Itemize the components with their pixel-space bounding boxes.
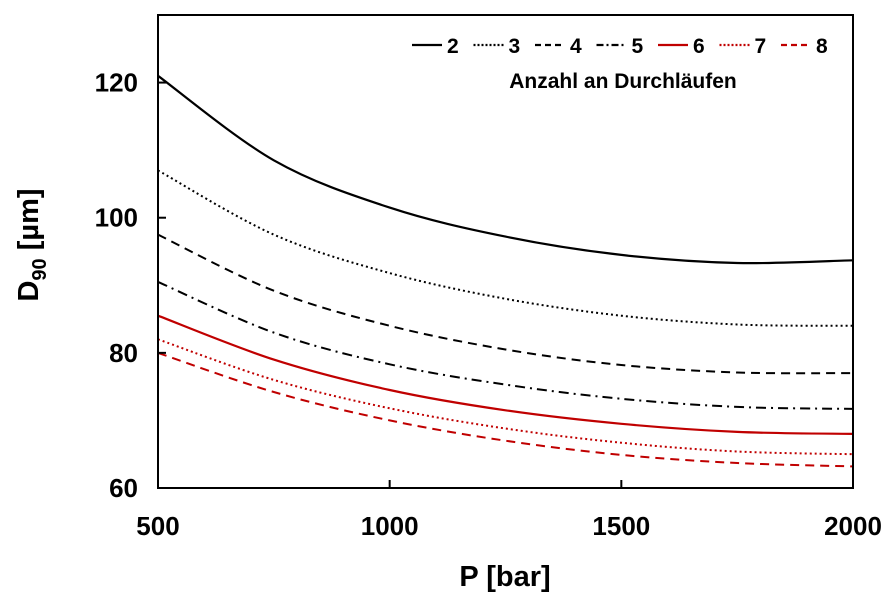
legend-label-2: 2	[447, 35, 459, 58]
y-tick-label: 80	[109, 338, 138, 368]
x-tick-label: 2000	[824, 511, 882, 541]
x-tick-label: 500	[136, 511, 179, 541]
y-tick-label: 60	[109, 473, 138, 503]
x-tick-label: 1500	[592, 511, 650, 541]
series-line-2	[157, 74, 854, 265]
legend-label-3: 3	[509, 35, 521, 58]
y-axis-label-unit: [µm]	[13, 188, 45, 258]
series-line-8	[157, 351, 854, 468]
series-line-5	[157, 280, 854, 410]
series-line-3	[157, 169, 854, 327]
y-axis-label-main: D	[13, 281, 45, 302]
legend-label-8: 8	[816, 35, 828, 58]
y-tick-label: 120	[95, 68, 138, 98]
x-tick-label: 1000	[361, 511, 419, 541]
legend-label-5: 5	[632, 35, 644, 58]
legend-label-4: 4	[570, 35, 582, 58]
y-tick-label: 100	[95, 203, 138, 233]
x-axis-label: P [bar]	[459, 561, 550, 593]
series-line-4	[157, 233, 854, 375]
legend-label-6: 6	[693, 35, 705, 58]
y-axis-label-sub: 90	[29, 258, 51, 280]
legend-title: Anzahl an Durchläufen	[509, 70, 737, 93]
y-axis-label: D90 [µm]	[13, 188, 51, 301]
ticks-layer: 500 1000 1500 2000 60 80 100 120	[95, 68, 882, 541]
legend: Anzahl an Durchläufen 2 3 4 5 6 7 8	[412, 35, 828, 93]
series-line-6	[157, 314, 854, 435]
legend-label-7: 7	[755, 35, 767, 58]
series-layer	[157, 74, 854, 468]
plot-frame	[157, 14, 854, 489]
